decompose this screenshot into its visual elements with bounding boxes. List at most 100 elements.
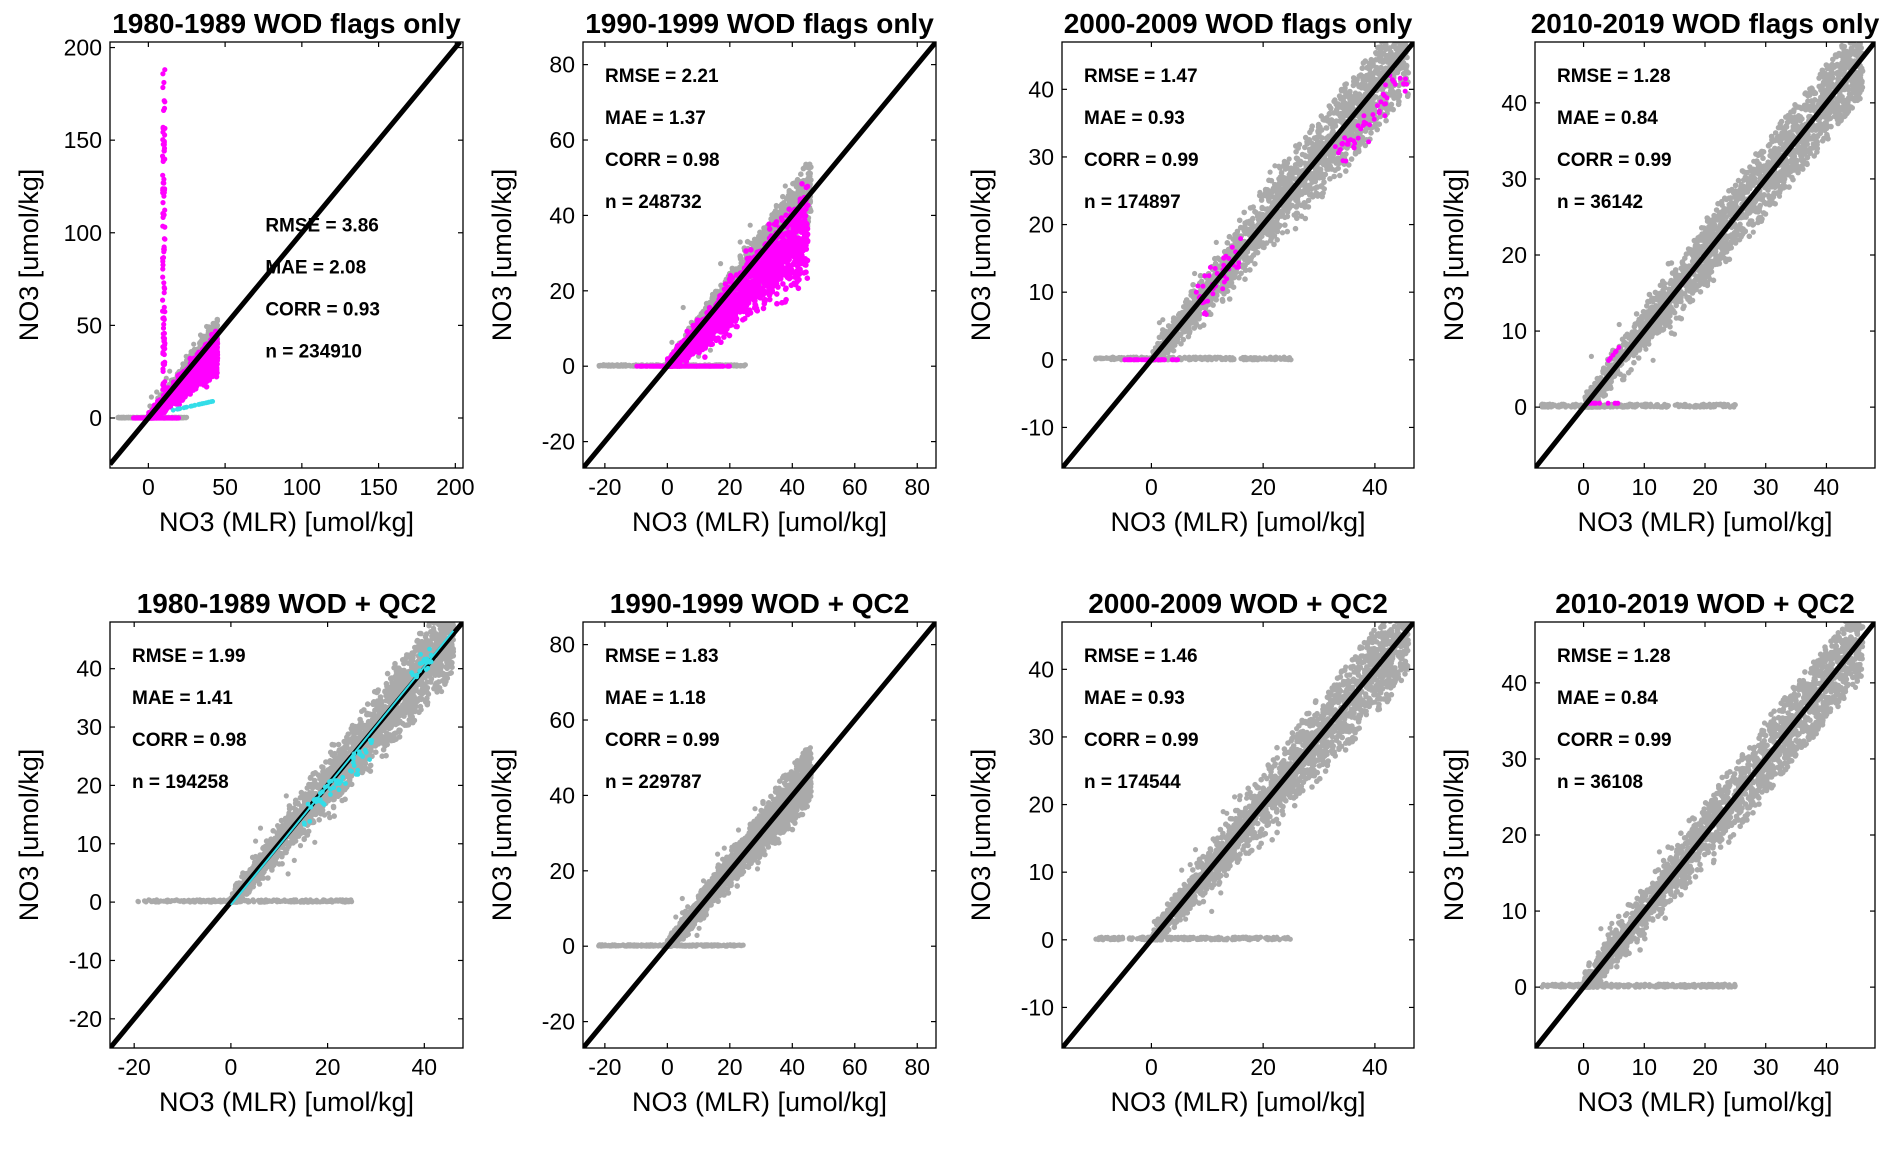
y-tick-label: 10 xyxy=(76,831,102,857)
y-tick-label: 0 xyxy=(1041,347,1054,373)
y-tick-label: 20 xyxy=(76,772,102,798)
x-tick-label: 40 xyxy=(1362,1054,1388,1080)
x-tick-label: 80 xyxy=(904,1054,930,1080)
y-tick-label: 20 xyxy=(549,278,575,304)
panel-title: 1990-1999 WOD flags only xyxy=(585,8,934,39)
x-axis-label: NO3 (MLR) [umol/kg] xyxy=(1110,1087,1365,1117)
stat-rmse: RMSE = 1.46 xyxy=(1084,646,1198,667)
stat-mae: MAE = 1.18 xyxy=(605,688,706,709)
y-tick-label: 200 xyxy=(64,35,102,61)
y-axis-label: NO3 [umol/kg] xyxy=(14,169,44,342)
y-tick-label: 40 xyxy=(1501,90,1527,116)
stat-mae: MAE = 0.93 xyxy=(1084,108,1185,129)
y-tick-label: 0 xyxy=(1514,974,1527,1000)
unflagged-points xyxy=(135,597,456,905)
y-tick-label: -20 xyxy=(542,1009,575,1035)
y-tick-label: 30 xyxy=(1501,746,1527,772)
y-tick-label: 50 xyxy=(76,312,102,338)
y-axis-label: NO3 [umol/kg] xyxy=(1439,749,1469,922)
y-tick-label: 10 xyxy=(1501,318,1527,344)
stat-n: n = 234910 xyxy=(265,342,362,363)
plot-area xyxy=(110,42,460,464)
y-tick-label: 20 xyxy=(549,858,575,884)
y-tick-label: 30 xyxy=(1028,144,1054,170)
panel-title: 2010-2019 WOD flags only xyxy=(1531,8,1880,39)
x-tick-label: 0 xyxy=(1577,1054,1590,1080)
stat-rmse: RMSE = 3.86 xyxy=(265,216,379,237)
x-tick-label: 100 xyxy=(283,474,321,500)
panel-title: 1980-1989 WOD + QC2 xyxy=(137,588,437,619)
y-tick-label: 0 xyxy=(1514,394,1527,420)
x-tick-label: 50 xyxy=(212,474,238,500)
x-tick-label: -20 xyxy=(118,1054,151,1080)
y-tick-label: 10 xyxy=(1028,279,1054,305)
y-tick-label: -10 xyxy=(1021,994,1054,1020)
panel-title: 2000-2009 WOD + QC2 xyxy=(1088,588,1388,619)
y-tick-label: 10 xyxy=(1501,898,1527,924)
x-tick-label: 0 xyxy=(224,1054,237,1080)
stat-corr: CORR = 0.98 xyxy=(132,730,247,751)
y-axis-label: NO3 [umol/kg] xyxy=(966,169,996,342)
stat-n: n = 36108 xyxy=(1557,772,1643,793)
y-axis-label: NO3 [umol/kg] xyxy=(14,749,44,922)
plot-area xyxy=(583,42,936,468)
stat-mae: MAE = 1.41 xyxy=(132,688,233,709)
stat-mae: MAE = 1.37 xyxy=(605,108,706,129)
unflagged-points xyxy=(1093,11,1411,363)
x-tick-label: 0 xyxy=(1577,474,1590,500)
stat-corr: CORR = 0.93 xyxy=(265,300,380,321)
y-tick-label: 40 xyxy=(1028,76,1054,102)
stat-n: n = 229787 xyxy=(605,772,702,793)
x-axis-label: NO3 (MLR) [umol/kg] xyxy=(632,1087,887,1117)
x-tick-label: 0 xyxy=(661,1054,674,1080)
y-tick-label: 60 xyxy=(549,707,575,733)
stat-rmse: RMSE = 1.99 xyxy=(132,646,246,667)
y-tick-label: 40 xyxy=(549,782,575,808)
plot-area xyxy=(1535,603,1875,1049)
x-tick-label: 0 xyxy=(661,474,674,500)
stat-n: n = 174897 xyxy=(1084,192,1181,213)
y-tick-label: 80 xyxy=(549,52,575,78)
stat-corr: CORR = 0.99 xyxy=(605,730,720,751)
y-tick-label: 40 xyxy=(549,202,575,228)
y-axis-label: NO3 [umol/kg] xyxy=(487,749,517,922)
x-tick-label: 40 xyxy=(412,1054,438,1080)
y-tick-label: 30 xyxy=(1501,166,1527,192)
y-tick-label: 20 xyxy=(1028,212,1054,238)
y-tick-label: 40 xyxy=(76,656,102,682)
x-tick-label: 40 xyxy=(780,1054,806,1080)
stat-corr: CORR = 0.99 xyxy=(1084,730,1199,751)
stat-corr: CORR = 0.99 xyxy=(1084,150,1199,171)
y-tick-label: 0 xyxy=(89,405,102,431)
x-axis-label: NO3 (MLR) [umol/kg] xyxy=(159,507,414,537)
y-axis-label: NO3 [umol/kg] xyxy=(1439,169,1469,342)
y-tick-label: 80 xyxy=(549,632,575,658)
x-tick-label: 20 xyxy=(315,1054,341,1080)
stat-n: n = 194258 xyxy=(132,772,229,793)
stat-n: n = 174544 xyxy=(1084,772,1181,793)
y-tick-label: 0 xyxy=(1041,927,1054,953)
x-tick-label: 30 xyxy=(1753,474,1779,500)
y-tick-label: 150 xyxy=(64,127,102,153)
one-to-one-line xyxy=(583,42,936,468)
x-tick-label: 0 xyxy=(142,474,155,500)
x-tick-label: 10 xyxy=(1631,474,1657,500)
x-tick-label: 20 xyxy=(717,1054,743,1080)
x-tick-label: 0 xyxy=(1145,474,1158,500)
x-tick-label: 0 xyxy=(1145,1054,1158,1080)
plot-area xyxy=(583,622,936,1048)
stat-rmse: RMSE = 1.83 xyxy=(605,646,719,667)
x-tick-label: 20 xyxy=(1250,1054,1276,1080)
y-tick-label: 10 xyxy=(1028,859,1054,885)
x-tick-label: 30 xyxy=(1753,1054,1779,1080)
panel-title: 1980-1989 WOD flags only xyxy=(112,8,461,39)
panel-title: 2000-2009 WOD flags only xyxy=(1064,8,1413,39)
y-tick-label: 20 xyxy=(1028,792,1054,818)
y-tick-label: 30 xyxy=(76,714,102,740)
